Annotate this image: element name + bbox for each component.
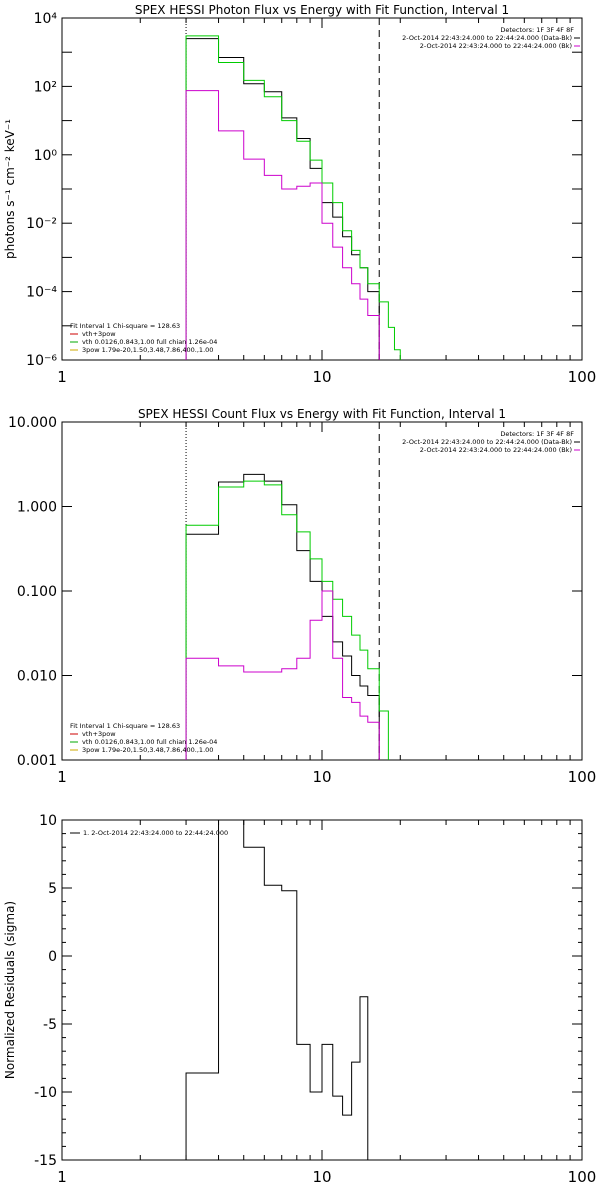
y-tick-label: 10⁴ [34,11,58,27]
y-tick-label: 0.010 [17,669,57,685]
chart-title: SPEX HESSI Photon Flux vs Energy with Fi… [135,3,509,17]
y-tick-label: 10⁰ [34,148,58,164]
y-tick-label: 10⁻⁶ [26,353,57,369]
x-tick-label: 10 [312,368,331,386]
y-tick-label: 0 [48,949,57,965]
y-axis-label: photons s⁻¹ cm⁻² keV⁻¹ [3,119,17,259]
legend-header: Detectors: 1F 3F 4F 8F [500,430,574,438]
chart-title: SPEX HESSI Count Flux vs Energy with Fit… [138,407,506,421]
count-flux-panel: SPEX HESSI Count Flux vs Energy with Fit… [8,407,596,786]
legend-entry: 2-Oct-2014 22:43:24.000 to 22:44:24.000 … [402,34,572,42]
x-tick-label: 10 [312,1168,331,1186]
legend-entry: vth 0.0126,0.843,1.00 full chian 1.26e-0… [82,738,217,746]
x-tick-label: 100 [568,1168,597,1186]
x-tick-label: 1 [57,368,67,386]
series-line-1 [185,480,389,760]
legend-entry: 1. 2-Oct-2014 22:43:24.000 to 22:44:24.0… [83,829,228,837]
legend-entry: 3pow 1.79e-20,1.50,3.48,7.86,400.,1.00 [82,746,213,754]
legend-entry: 2-Oct-2014 22:43:24.000 to 22:44:24.000 … [402,438,572,446]
y-tick-label: 10 [39,813,57,829]
series-line-2 [185,90,380,360]
y-tick-label: 1.000 [17,500,57,516]
legend-entry: 2-Oct-2014 22:43:24.000 to 22:44:24.000 … [420,42,572,50]
legend-entry: 2-Oct-2014 22:43:24.000 to 22:44:24.000 … [420,446,572,454]
y-tick-label: -10 [34,1085,57,1101]
y-tick-label: -5 [43,1017,57,1033]
y-tick-label: 10² [34,79,57,95]
y-tick-label: -15 [34,1153,57,1169]
y-tick-label: 0.100 [17,584,57,600]
y-tick-label: 5 [48,881,57,897]
legend-header: Fit Interval 1 Chi-square = 128.63 [70,722,180,730]
x-tick-label: 100 [568,768,597,786]
y-tick-label: 0.001 [17,753,57,769]
legend-header: Fit Interval 1 Chi-square = 128.63 [70,322,180,330]
x-tick-label: 1 [57,768,67,786]
plot-frame [61,819,583,1161]
y-axis-label: Normalized Residuals (sigma) [3,901,17,1079]
series-line-0 [185,38,380,360]
x-tick-label: 100 [568,368,597,386]
series-line-2 [185,590,380,760]
y-tick-label: 10⁻² [26,216,57,232]
x-tick-label: 1 [57,1168,67,1186]
legend-entry: 3pow 1.79e-20,1.50,3.48,7.86,400.,1.00 [82,346,213,354]
legend-header: Detectors: 1F 3F 4F 8F [500,26,574,34]
y-tick-label: 10.000 [8,415,57,431]
y-tick-label: 10⁻⁴ [26,285,57,301]
legend-entry: vth+3pow [82,330,116,338]
legend-entry: vth 0.0126,0.843,1.00 full chian 1.26e-0… [82,338,217,346]
series-line-0 [185,473,380,760]
residuals-panel: Normalized Residuals (sigma)1 10 100-15-10… [3,813,596,1186]
series-line-1 [185,35,401,360]
series-line-0 [185,819,369,1160]
photon-flux-panel: SPEX HESSI Photon Flux vs Energy with Fi… [3,3,596,386]
legend-entry: vth+3pow [82,730,116,738]
x-tick-label: 10 [312,768,331,786]
